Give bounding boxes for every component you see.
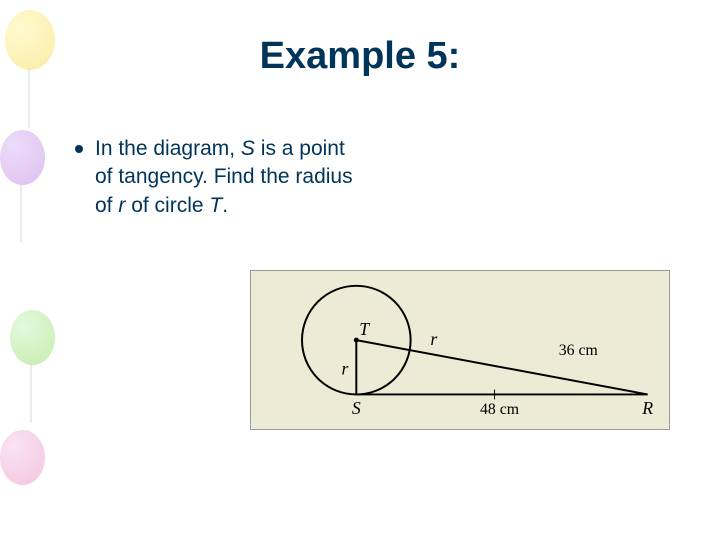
label-len48: 48 cm xyxy=(480,401,520,418)
slide-title: Example 5: xyxy=(0,0,720,78)
label-len36: 36 cm xyxy=(559,342,599,359)
text-run: . xyxy=(222,194,228,217)
text-run: of circle xyxy=(125,194,209,217)
bullet-content: In the diagram, S is a point of tangency… xyxy=(95,135,355,220)
geometry-diagram: TrrSR36 cm48 cm xyxy=(250,270,670,430)
text-italic: S xyxy=(241,137,255,160)
bullet-icon xyxy=(75,145,83,153)
label-r2: r xyxy=(430,329,437,349)
text-run: In the diagram, xyxy=(95,137,241,160)
diagram-svg: TrrSR36 cm48 cm xyxy=(251,271,669,429)
diagram-line-1 xyxy=(356,340,647,394)
slide-decoration xyxy=(0,0,80,540)
text-italic: T xyxy=(209,194,222,217)
body-text-block: In the diagram, S is a point of tangency… xyxy=(75,135,355,220)
label-S: S xyxy=(352,398,361,418)
label-T: T xyxy=(359,319,370,339)
label-R: R xyxy=(641,398,653,418)
label-r1: r xyxy=(341,359,348,379)
